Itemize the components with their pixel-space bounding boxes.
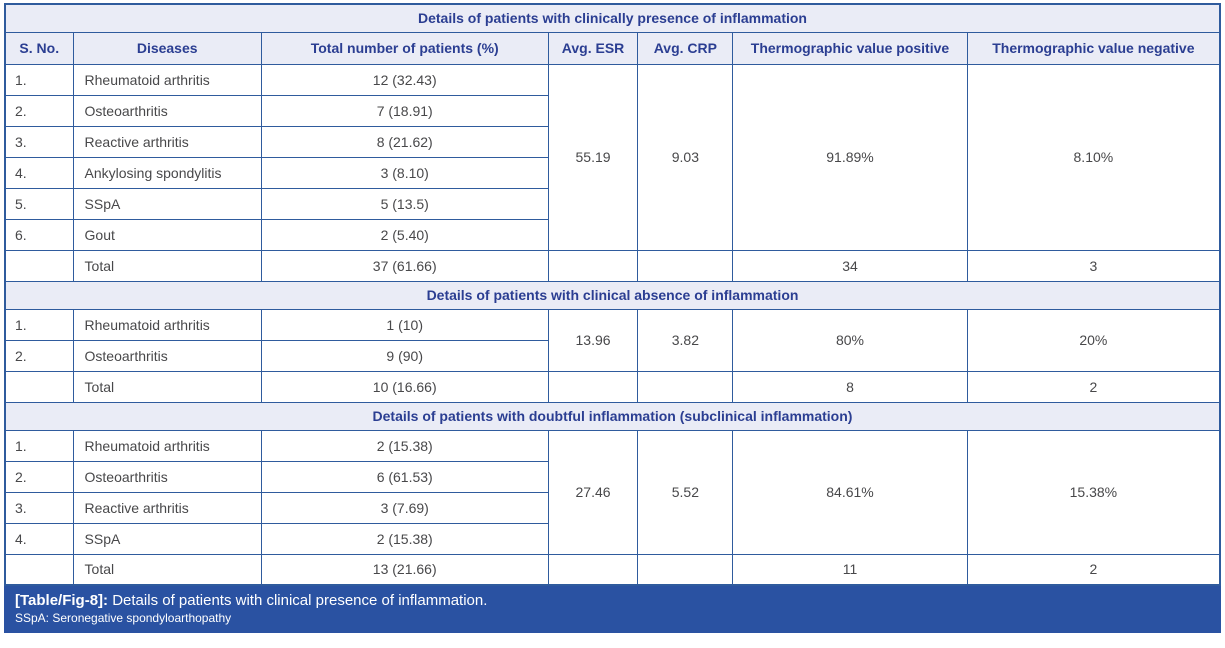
cell-sno: 4. [4,156,74,189]
cell-total-positive: 11 [732,553,968,586]
cell-sno: 1. [4,63,74,96]
cell-disease: SSpA [72,522,262,555]
cell-total-esr [547,370,639,403]
cell-patients: 7 (18.91) [260,94,549,127]
cell-total-label: Total [72,370,262,403]
column-header: Avg. CRP [637,31,734,65]
caption-note: SSpA: Seronegative spondyloarthopathy [15,611,232,625]
cell-sno: 3. [4,125,74,158]
column-header: Avg. ESR [547,31,639,65]
cell-disease: Rheumatoid arthritis [72,429,262,462]
cell-sno: 2. [4,460,74,493]
cell-disease: Reactive arthritis [72,125,262,158]
cell-patients: 2 (15.38) [260,429,549,462]
cell-sno: 3. [4,491,74,524]
cell-total-label: Total [72,249,262,282]
cell-avg-esr: 27.46 [547,429,639,555]
cell-patients: 2 (15.38) [260,522,549,555]
caption-bar: [Table/Fig-8]: Details of patients with … [4,586,1221,633]
cell-sno: 1. [4,429,74,462]
cell-patients: 8 (21.62) [260,125,549,158]
cell-sno: 6. [4,218,74,251]
cell-sno-empty [4,370,74,403]
column-header: S. No. [4,31,74,65]
cell-total-negative: 2 [966,370,1221,403]
cell-disease: Reactive arthritis [72,491,262,524]
cell-total-esr [547,249,639,282]
cell-patients: 2 (5.40) [260,218,549,251]
section-title: Details of patients with clinical absenc… [4,280,1221,310]
cell-total-negative: 2 [966,553,1221,586]
cell-patients: 5 (13.5) [260,187,549,220]
cell-total-patients: 13 (21.66) [260,553,549,586]
cell-sno: 1. [4,308,74,341]
cell-total-label: Total [72,553,262,586]
cell-thermo-positive: 80% [732,308,968,372]
cell-sno-empty [4,249,74,282]
figure-tag: [Table/Fig-8]: [15,592,109,609]
cell-disease: Gout [72,218,262,251]
cell-disease: Rheumatoid arthritis [72,308,262,341]
section-title: Details of patients with doubtful inflam… [4,401,1221,431]
cell-patients: 9 (90) [260,339,549,372]
column-header: Thermographic value negative [966,31,1221,65]
cell-avg-crp: 9.03 [637,63,734,251]
cell-thermo-negative: 8.10% [966,63,1221,251]
cell-disease: SSpA [72,187,262,220]
cell-avg-crp: 5.52 [637,429,734,555]
cell-sno: 2. [4,339,74,372]
cell-disease: Osteoarthritis [72,460,262,493]
column-header: Total number of patients (%) [260,31,549,65]
cell-thermo-negative: 20% [966,308,1221,372]
cell-avg-esr: 55.19 [547,63,639,251]
caption-line: [Table/Fig-8]: Details of patients with … [15,591,1210,610]
cell-disease: Ankylosing spondylitis [72,156,262,189]
cell-sno-empty [4,553,74,586]
cell-thermo-positive: 84.61% [732,429,968,555]
cell-total-positive: 8 [732,370,968,403]
table-figure: Details of patients with clinically pres… [4,3,1221,633]
cell-total-crp [637,553,734,586]
section-title: Details of patients with clinically pres… [4,3,1221,33]
cell-total-esr [547,553,639,586]
cell-total-patients: 37 (61.66) [260,249,549,282]
caption-text: Details of patients with clinical presen… [112,592,488,609]
cell-sno: 5. [4,187,74,220]
table-body: Details of patients with clinically pres… [4,3,1221,586]
cell-total-positive: 34 [732,249,968,282]
cell-patients: 3 (8.10) [260,156,549,189]
cell-thermo-positive: 91.89% [732,63,968,251]
cell-patients: 3 (7.69) [260,491,549,524]
column-header: Diseases [72,31,262,65]
cell-total-negative: 3 [966,249,1221,282]
cell-avg-esr: 13.96 [547,308,639,372]
cell-total-patients: 10 (16.66) [260,370,549,403]
cell-disease: Osteoarthritis [72,94,262,127]
cell-patients: 6 (61.53) [260,460,549,493]
cell-total-crp [637,370,734,403]
cell-thermo-negative: 15.38% [966,429,1221,555]
cell-patients: 1 (10) [260,308,549,341]
patients-inflammation-table: Details of patients with clinically pres… [4,3,1221,586]
cell-disease: Rheumatoid arthritis [72,63,262,96]
cell-avg-crp: 3.82 [637,308,734,372]
cell-total-crp [637,249,734,282]
cell-sno: 4. [4,522,74,555]
cell-patients: 12 (32.43) [260,63,549,96]
cell-disease: Osteoarthritis [72,339,262,372]
column-header: Thermographic value positive [732,31,968,65]
cell-sno: 2. [4,94,74,127]
